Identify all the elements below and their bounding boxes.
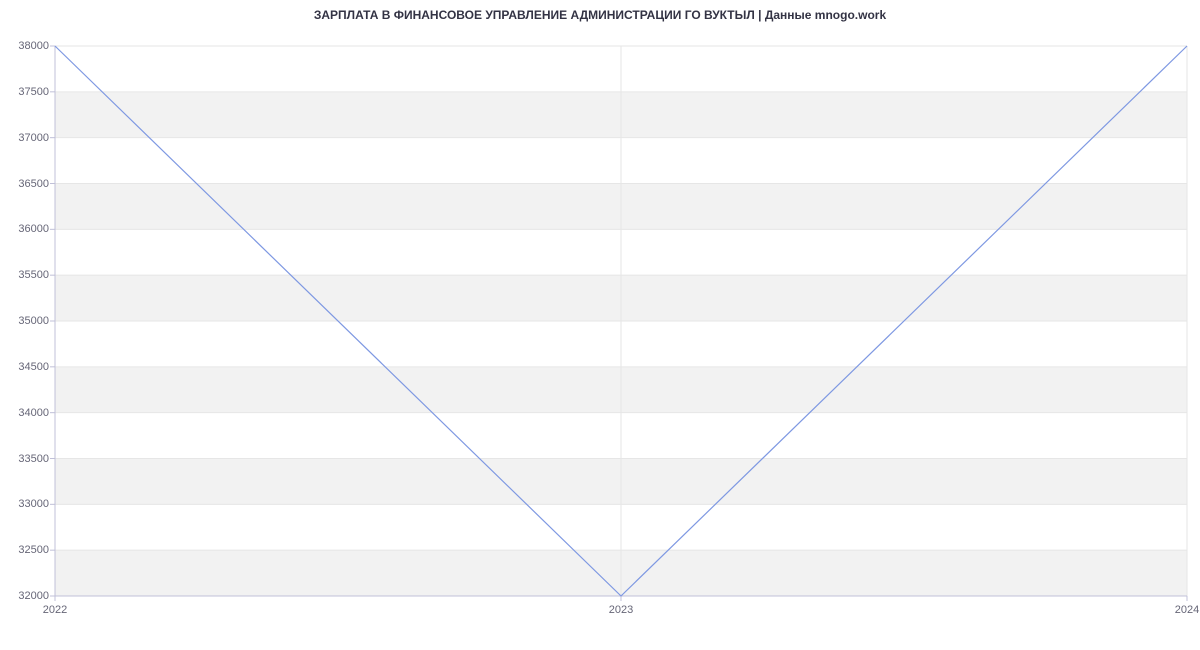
y-tick-label: 33000	[18, 498, 49, 510]
plot-area: 3200032500330003350034000345003500035500…	[55, 46, 1187, 596]
y-tick-label: 35000	[18, 315, 49, 327]
y-tick-label: 34500	[18, 361, 49, 373]
x-tick-label: 2022	[43, 604, 67, 616]
y-tick-label: 36500	[18, 178, 49, 190]
chart-svg	[55, 46, 1187, 596]
x-tick-label: 2024	[1175, 604, 1199, 616]
chart-title: ЗАРПЛАТА В ФИНАНСОВОЕ УПРАВЛЕНИЕ АДМИНИС…	[0, 8, 1200, 22]
y-tick-label: 34000	[18, 407, 49, 419]
y-tick-label: 36000	[18, 223, 49, 235]
salary-line-chart: ЗАРПЛАТА В ФИНАНСОВОЕ УПРАВЛЕНИЕ АДМИНИС…	[0, 0, 1200, 650]
y-tick-label: 37500	[18, 86, 49, 98]
x-tick-label: 2023	[609, 604, 633, 616]
y-tick-label: 38000	[18, 40, 49, 52]
y-tick-label: 33500	[18, 453, 49, 465]
y-tick-label: 32000	[18, 590, 49, 602]
y-tick-label: 32500	[18, 544, 49, 556]
y-tick-label: 37000	[18, 132, 49, 144]
y-tick-label: 35500	[18, 269, 49, 281]
